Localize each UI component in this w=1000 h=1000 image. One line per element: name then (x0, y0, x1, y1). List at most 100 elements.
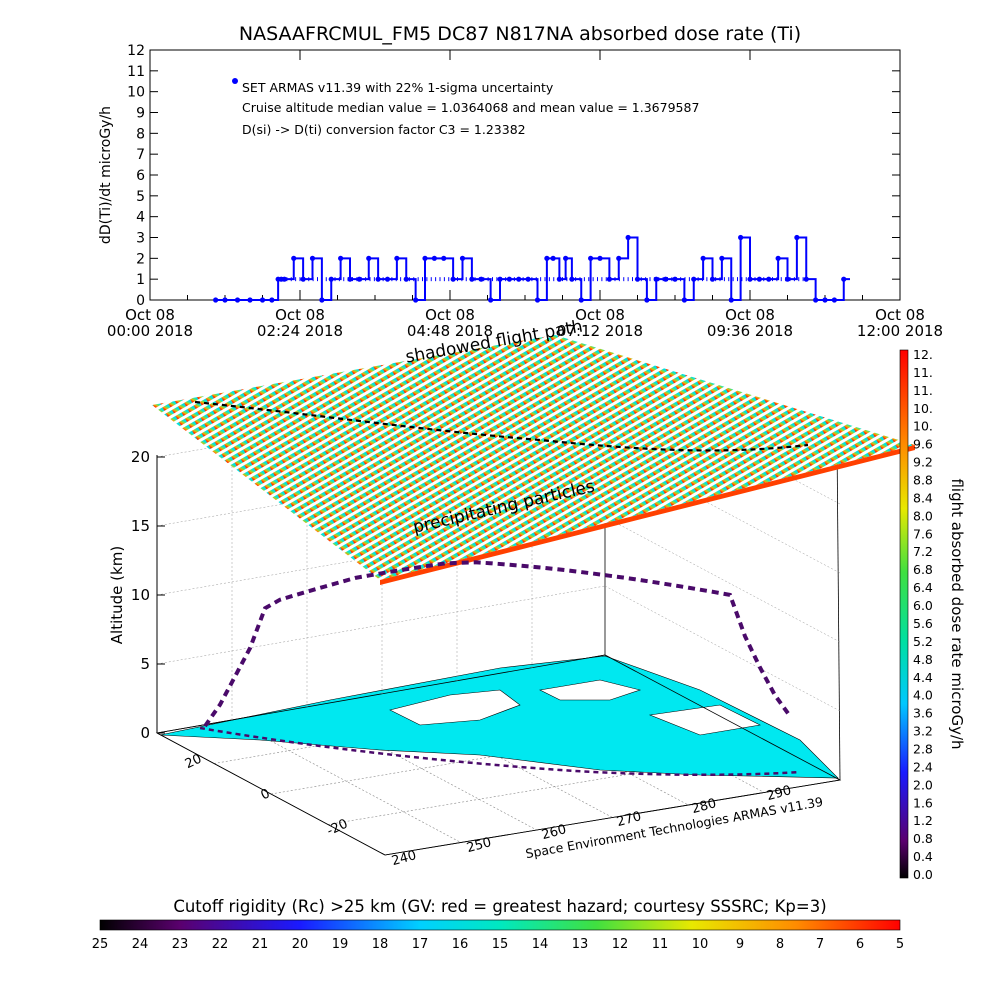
data-point (469, 276, 475, 282)
colorbar-tick-label: 0.8 (913, 831, 933, 846)
x-tick-label-time: 04:48 2018 (407, 322, 493, 340)
data-point (234, 297, 241, 303)
colorbar-tick-label: 1.2 (913, 813, 933, 828)
data-point (766, 276, 772, 282)
data-point (534, 297, 541, 303)
data-point (213, 297, 219, 303)
data-point (356, 276, 362, 282)
floor-grid-line (306, 706, 537, 831)
x-tick-label-day: Oct 08 (425, 306, 475, 324)
z-tick-label: 0 (140, 724, 150, 742)
rigidity-tick-label: 6 (856, 937, 864, 952)
rigidity-tick-label: 14 (532, 937, 549, 952)
right-edge (836, 441, 841, 781)
wall-grid-line (604, 585, 841, 712)
x-tick-label-3d: 290 (765, 783, 793, 804)
data-point (338, 255, 344, 261)
data-point (478, 276, 484, 282)
x-tick-label-day: Oct 08 (875, 306, 925, 324)
colorbar-tick-label: 10. (913, 419, 933, 434)
rigidity-tick-label: 22 (212, 937, 229, 952)
dose-rate-colorbar: 12. 11. 11. 10. 10. 9.6 9.2 8.8 8.4 8.0 7.6 7.2 6.8 6… (899, 347, 966, 882)
colorbar-label: flight absorbed dose rate microGy/h (948, 478, 966, 749)
back-floor-edge (156, 654, 606, 734)
colorbar-gradient (899, 349, 909, 879)
rigidity-tick-label: 25 (92, 937, 109, 952)
x-tick-label-day: Oct 08 (125, 306, 175, 324)
colorbar-tick-label: 4.4 (913, 670, 933, 685)
data-point (563, 255, 569, 261)
data-point (431, 255, 437, 261)
wall-grid-line (156, 585, 606, 665)
rigidity-tick-label: 9 (736, 937, 744, 952)
x-tick-label-day: Oct 08 (275, 306, 325, 324)
colorbar-tick-label: 7.6 (913, 526, 933, 541)
y-tick-label-3d: 20 (183, 752, 204, 773)
data-point (413, 297, 419, 303)
data-point (597, 255, 603, 261)
data-point (616, 255, 622, 261)
colorbar-tick-label: 3.6 (913, 706, 933, 721)
data-point (578, 297, 584, 303)
data-point (747, 276, 753, 282)
y-tick-label: 10 (127, 85, 145, 101)
x-tick-label-time: 00:00 2018 (107, 322, 193, 340)
rigidity-tick-label: 16 (452, 937, 469, 952)
data-point (634, 276, 641, 282)
data-point (309, 255, 316, 261)
data-point (544, 255, 550, 261)
rigidity-tick-label: 7 (816, 937, 824, 952)
colorbar-tick-label: 9.2 (913, 455, 933, 470)
data-point (259, 297, 266, 303)
annotation-text: Cruise altitude median value = 1.0364068… (242, 100, 699, 115)
z-tick-label: 15 (131, 517, 150, 535)
data-point (728, 297, 734, 303)
x-tick-label-3d: 270 (615, 809, 643, 830)
data-point (569, 276, 575, 282)
colorbar-tick-label: 8.0 (913, 508, 933, 523)
colorbar-tick-label: 7.2 (913, 544, 933, 559)
map-water (539, 679, 642, 701)
particle-layer-top (152, 335, 915, 580)
y-tick-label: 2 (136, 251, 145, 267)
rigidity-tick-label: 18 (372, 937, 389, 952)
colorbar-tick-label: 8.4 (913, 490, 933, 505)
particle-layer-edge (380, 445, 915, 585)
z-axis-label: Altitude (km) (108, 546, 126, 644)
y-tick-label: 11 (127, 64, 145, 80)
rigidity-tick-label: 24 (132, 937, 149, 952)
colorbar-tick-label: 4.8 (913, 652, 933, 667)
data-point (625, 234, 631, 241)
colorbar-tick-label: 2.0 (913, 777, 933, 792)
data-point (506, 276, 512, 282)
chart-title: NASAAFRCMUL_FM5 DC87 N817NA absorbed dos… (239, 23, 801, 45)
data-point (663, 276, 669, 282)
data-point (556, 276, 562, 282)
data-point (784, 276, 791, 282)
back-floor-edge (604, 654, 841, 781)
colorbar-tick-label: 1.6 (913, 795, 933, 810)
colorbar-tick-label: 9.6 (913, 437, 933, 452)
colorbar-tick-label: 3.2 (913, 724, 933, 739)
data-point (719, 255, 725, 261)
data-point (709, 276, 716, 282)
data-point (672, 276, 678, 282)
z-tick-label: 5 (140, 655, 150, 673)
rigidity-tick-label: 23 (172, 937, 189, 952)
front-left-edge (156, 732, 386, 856)
data-point (441, 255, 447, 261)
rigidity-tick-label: 10 (692, 937, 709, 952)
legend-marker (232, 78, 238, 84)
y-tick-label-3d: -20 (325, 817, 351, 840)
series-line (215, 236, 850, 301)
rigidity-tick-label: 21 (252, 937, 269, 952)
data-point (653, 276, 659, 282)
credit-label: Space Environment Technologies ARMAS v11… (524, 794, 824, 861)
colorbar-tick-label: 11. (913, 365, 933, 380)
data-point (525, 276, 531, 282)
data-point (347, 276, 353, 282)
colorbar-tick-label: 5.2 (913, 634, 933, 649)
map-landmass (159, 655, 839, 779)
colorbar-tick-label: 6.4 (913, 580, 933, 595)
data-point (831, 297, 837, 303)
